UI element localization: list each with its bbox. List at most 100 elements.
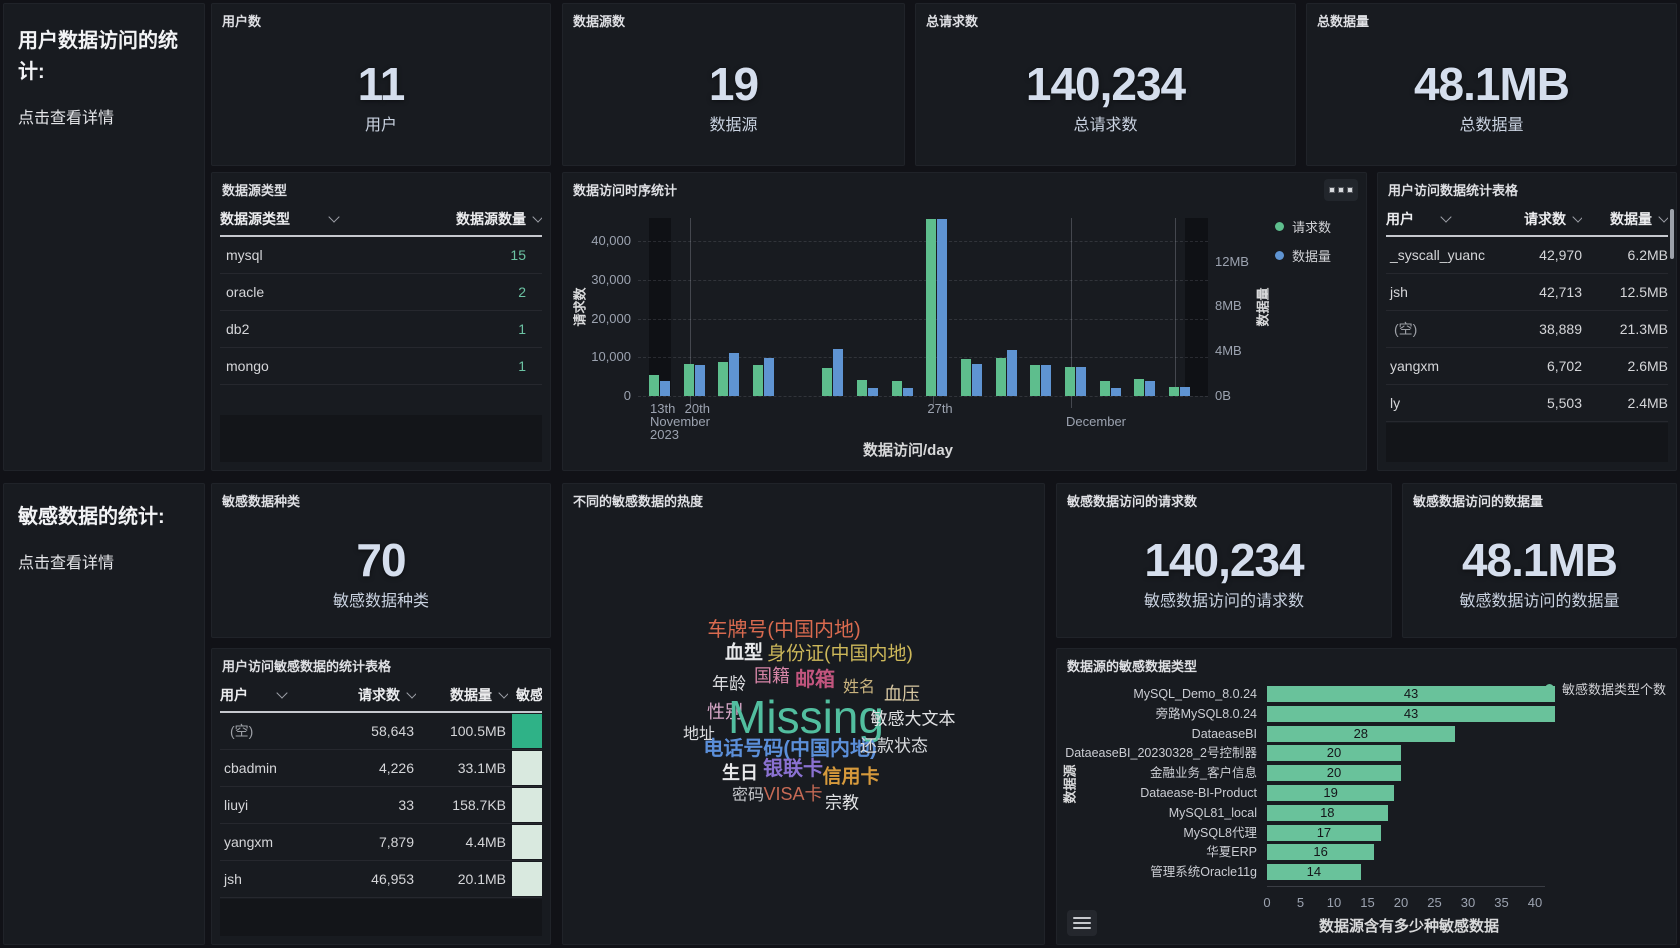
panel-title[interactable]: 数据源类型 <box>222 183 288 198</box>
column-header-user[interactable]: 用户 <box>1386 209 1496 229</box>
volume-bar <box>764 357 774 396</box>
panel-title[interactable]: 敏感数据访问的请求数 <box>1067 494 1198 509</box>
bar-category-label: 旁路MySQL8.0.24 <box>1155 706 1257 721</box>
panel-title[interactable]: 用户数 <box>222 14 262 29</box>
table-row: mongo 1 <box>220 348 542 385</box>
column-header-requests[interactable]: 请求数 <box>1496 209 1582 229</box>
x-axis-tick-label: 20th <box>684 401 710 416</box>
category-bar <box>1267 785 1395 801</box>
panel-title[interactable]: 用户访问敏感数据的统计表格 <box>222 659 392 674</box>
cell-requests: 4,226 <box>378 760 414 776</box>
cell-volume: 6.2MB <box>1627 247 1668 263</box>
requests-bar <box>1099 380 1110 396</box>
table-row: oracle 2 <box>220 274 542 311</box>
column-header-volume[interactable]: 数据量 <box>1582 209 1668 229</box>
cell-sensitive-color <box>512 825 542 859</box>
x-axis-tick-label: 15 <box>1360 895 1375 910</box>
cell-requests: 5,503 <box>1546 395 1582 411</box>
cell-requests: 42,970 <box>1539 247 1582 263</box>
cell-user: _syscall_yuanc <box>1390 247 1485 263</box>
panel-title[interactable]: 用户访问数据统计表格 <box>1388 183 1519 198</box>
table-row: _syscall_yuanc 42,970 6.2MB <box>1386 237 1668 274</box>
table-row: ly 5,503 2.4MB <box>1386 385 1668 422</box>
panel-title[interactable]: 总请求数 <box>926 14 979 29</box>
cell-volume: 12.5MB <box>1619 284 1668 300</box>
x-axis-tick-label: 2023 <box>650 427 679 442</box>
x-axis-tick-mark <box>690 396 691 408</box>
legend-dot-icon <box>1275 251 1284 260</box>
stat-value: 11 <box>357 58 406 111</box>
volume-bar <box>1041 364 1052 396</box>
requests-bar <box>995 358 1006 396</box>
chevron-down-icon <box>1658 211 1668 223</box>
bar-value-label: 20 <box>1326 745 1342 761</box>
legend-toggle-icon[interactable] <box>1067 910 1097 936</box>
out-of-range-band <box>1185 218 1208 396</box>
view-details-link[interactable]: 点击查看详情 <box>18 110 115 127</box>
panel-title[interactable]: 不同的敏感数据的热度 <box>573 494 704 509</box>
requests-bar <box>1065 366 1076 396</box>
gridline <box>638 357 1208 359</box>
category-bar <box>1267 745 1401 762</box>
y-axis-title-right: 数据量 <box>1255 287 1271 327</box>
x-axis-tick-label: 25 <box>1427 895 1442 910</box>
timeseries-plot: 0 10,000 20,000 30,000 40,000 0B 4MB 8MB 12MB 13t… <box>563 173 1366 470</box>
legend-item[interactable]: 请求数 <box>1275 217 1331 236</box>
panel-menu-icon[interactable] <box>1324 179 1358 201</box>
wordcloud-word: 性别 <box>707 702 743 722</box>
y-axis-title: 数据源 <box>1062 764 1078 804</box>
barchart-plot: MySQL_Demo_8.0.24 43 旁路MySQL8.0.24 43 Dataea… <box>1057 649 1676 944</box>
chevron-down-icon <box>498 687 508 699</box>
y-axis-tick-left: 20,000 <box>591 310 631 326</box>
column-header-sensitive[interactable]: 敏感 <box>516 687 542 703</box>
menu-square-icon <box>1347 187 1353 193</box>
cell-volume: 4.4MB <box>465 834 506 850</box>
menu-square-icon <box>1329 187 1335 193</box>
volume-bar <box>1076 366 1087 396</box>
table-row: (空) 58,643 100.5MB <box>220 713 542 750</box>
panel-title[interactable]: 数据访问时序统计 <box>573 183 678 198</box>
wordcloud-word: 银联卡 <box>763 758 823 780</box>
wordcloud-word: 电话号码(中国内地) <box>703 738 877 760</box>
cell-user: liuyi <box>224 797 249 813</box>
bar-category-label: MySQL8代理 <box>1183 825 1257 840</box>
stat-label: 总数据量 <box>1459 116 1524 134</box>
panel-title[interactable]: 总数据量 <box>1317 14 1370 29</box>
stat-value: 48.1MB <box>1413 58 1570 111</box>
legend-dot-icon <box>1544 684 1554 693</box>
legend-item[interactable]: 数据量 <box>1275 246 1331 265</box>
wordcloud-word: 身份证(中国内地) <box>767 643 913 665</box>
chevron-down-icon <box>1572 211 1582 223</box>
category-bar <box>1267 824 1381 841</box>
x-axis-line <box>1267 886 1545 887</box>
cell-datasource-type: mysql <box>226 247 263 263</box>
panel-title[interactable]: 数据源的敏感数据类型 <box>1067 659 1198 674</box>
column-header-volume[interactable]: 数据量 <box>416 685 508 705</box>
out-of-range-band <box>649 218 671 396</box>
column-header-user[interactable]: 用户 <box>220 685 328 705</box>
cell-datasource-count: 2 <box>518 284 526 300</box>
wordcloud-word: 密码 <box>731 787 765 804</box>
panel-sensitive-volume: 敏感数据访问的数据量 48.1MB 敏感数据访问的数据量 <box>1402 483 1677 638</box>
cell-datasource-type: mongo <box>226 358 269 374</box>
cell-volume: 158.7KB <box>452 797 506 813</box>
chevron-down-icon <box>1440 211 1452 223</box>
barchart-legend[interactable]: 敏感数据类型个数 <box>1544 679 1666 698</box>
column-header-requests[interactable]: 请求数 <box>328 685 416 705</box>
table-row: jsh 46,953 20.1MB <box>220 861 542 898</box>
bar-category-label: MySQL_Demo_8.0.24 <box>1133 687 1257 701</box>
volume-bar <box>902 388 913 396</box>
panel-title[interactable]: 敏感数据种类 <box>222 494 301 509</box>
scrollbar[interactable] <box>1670 209 1674 259</box>
chevron-down-icon <box>532 211 542 223</box>
column-header-datasource-count[interactable]: 数据源数量 <box>410 209 542 229</box>
bar-value-label: 19 <box>1323 785 1338 800</box>
requests-bar <box>1030 364 1041 396</box>
stat-label: 敏感数据访问的请求数 <box>1143 592 1304 610</box>
panel-title[interactable]: 敏感数据访问的数据量 <box>1413 494 1544 509</box>
view-details-link[interactable]: 点击查看详情 <box>18 555 115 572</box>
x-axis-tick-label: 27th <box>927 401 953 416</box>
bar-value-label: 18 <box>1320 804 1335 820</box>
column-header-datasource-type[interactable]: 数据源类型 <box>220 209 410 229</box>
panel-title[interactable]: 数据源数 <box>573 14 626 29</box>
